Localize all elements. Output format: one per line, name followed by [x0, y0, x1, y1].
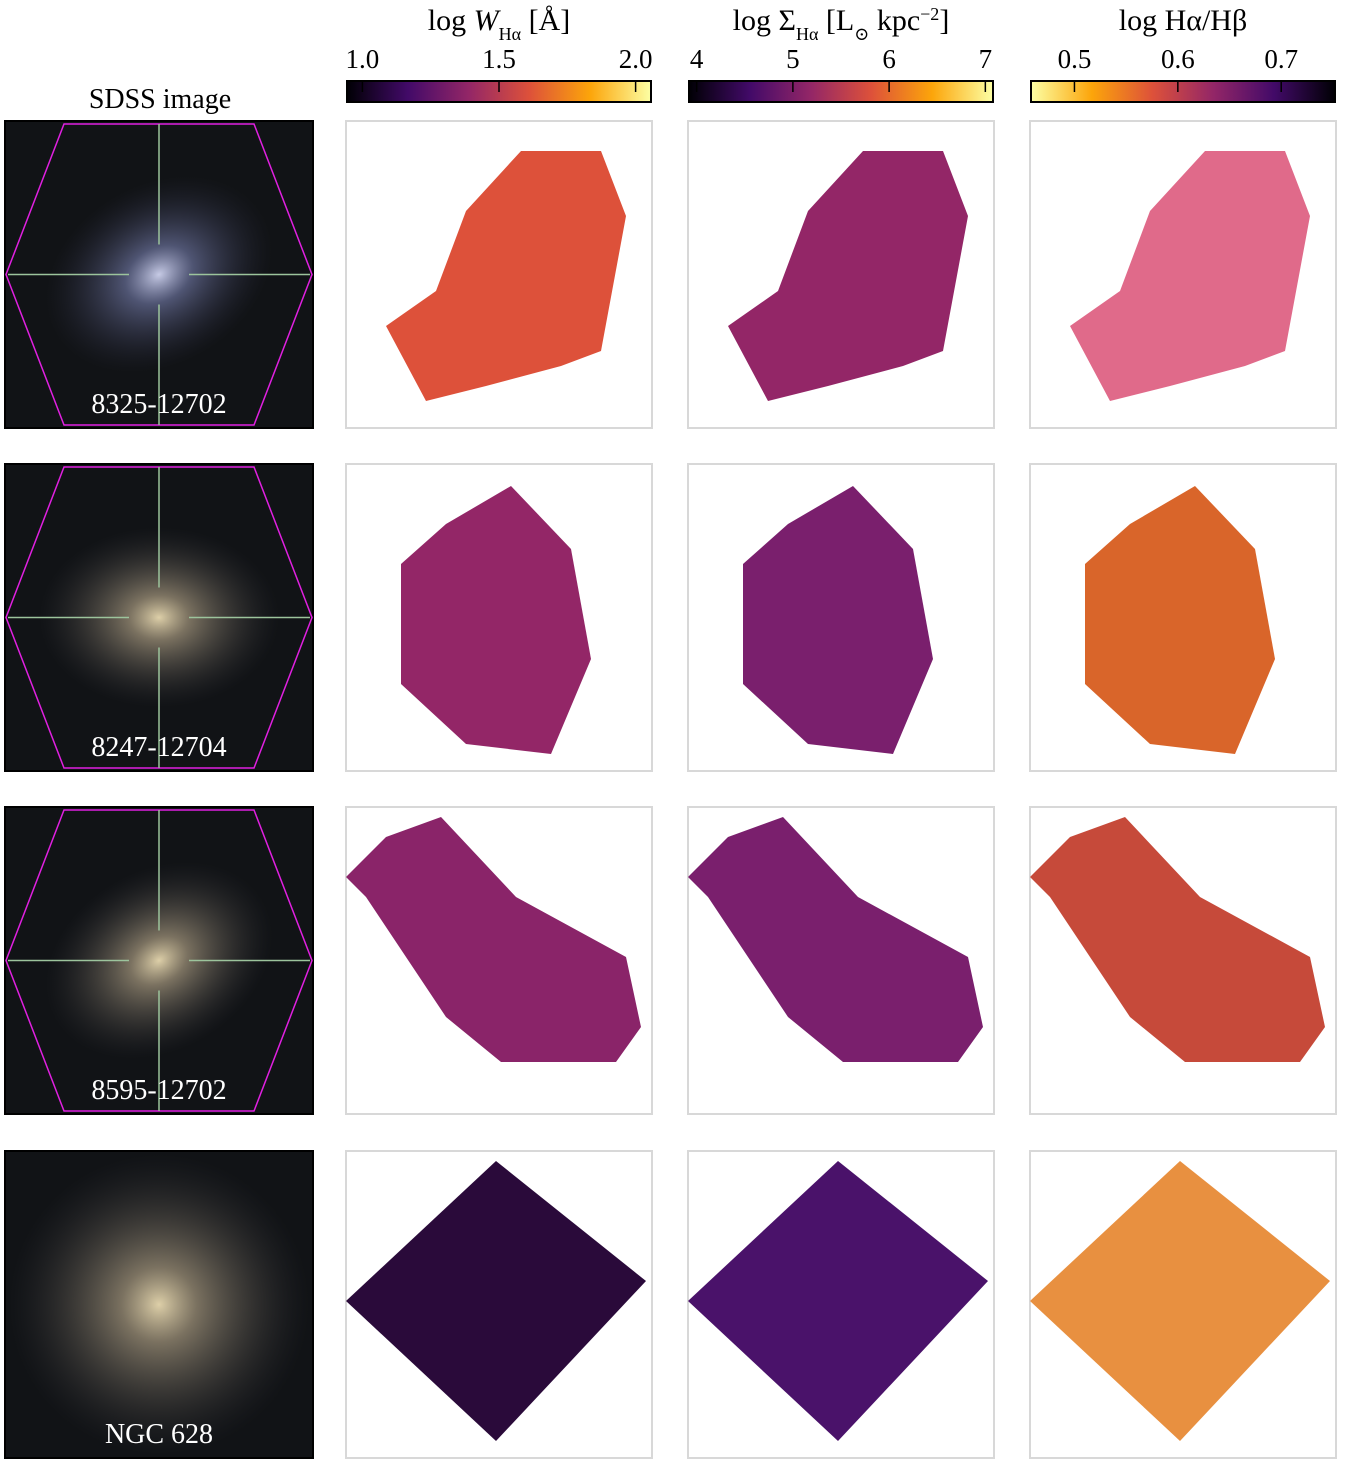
map-region	[401, 486, 591, 754]
colorbar-title-part: log Σ	[733, 4, 796, 37]
colorbar-title-part: log Hα/Hβ	[1119, 4, 1247, 37]
colorbar-title-part: kpc	[869, 4, 920, 37]
colorbar-tick-label: 0.5	[1058, 44, 1092, 74]
colorbar-title-part: −2	[920, 4, 939, 24]
map-region	[1070, 151, 1310, 401]
colorbar-tick-label: 4	[690, 44, 704, 74]
galaxy-label: NGC 628	[105, 1419, 213, 1450]
map-region	[386, 151, 626, 401]
colorbar-title-part: Hα	[796, 24, 819, 44]
ifu-footprint	[5, 466, 313, 769]
colorbar-title-part: ⊙	[854, 24, 869, 44]
galaxy-glow	[45, 862, 273, 1059]
galaxy-label: 8325-12702	[91, 389, 226, 420]
colorbar-title-part: W	[474, 4, 502, 37]
ifu-footprint	[5, 809, 313, 1112]
map-region	[728, 151, 968, 401]
map-region	[346, 817, 641, 1062]
ifu-footprint	[5, 123, 313, 426]
colorbar-title-part: log	[428, 4, 474, 37]
colorbar-tick-label: 0.6	[1161, 44, 1195, 74]
image-column-title: SDSS image	[89, 84, 231, 115]
colorbar-tick-label: 2.0	[619, 44, 653, 74]
map-region	[1030, 1161, 1330, 1441]
colorbar-title: log Hα/Hβ	[1119, 4, 1247, 37]
galaxy-glow	[9, 1154, 309, 1455]
colorbar-title-part: ]	[939, 4, 949, 37]
colorbar-title: log WHα [Å]	[428, 4, 570, 44]
colorbar-tick-label: 7	[979, 44, 993, 74]
colorbar	[1030, 80, 1336, 103]
colorbar-tick-label: 5	[786, 44, 800, 74]
map-region	[743, 486, 933, 754]
map-region	[688, 817, 983, 1062]
colorbar-tick-label: 0.7	[1264, 44, 1298, 74]
galaxy-label: 8247-12704	[91, 732, 226, 763]
colorbar-tick-label: 1.5	[482, 44, 516, 74]
crosshair	[8, 124, 310, 425]
colorbar-title-part: [L	[818, 4, 854, 37]
colorbar-title: log ΣHα [L⊙ kpc−2]	[733, 4, 950, 44]
galaxy-label: 8595-12702	[91, 1075, 226, 1106]
map-region	[688, 1161, 988, 1441]
colorbar	[688, 80, 994, 103]
colorbar-tick-label: 1.0	[346, 44, 380, 74]
map-region	[1085, 486, 1275, 754]
colorbar-title-part: [Å]	[521, 4, 570, 37]
crosshair	[8, 810, 310, 1111]
galaxy-glow	[45, 176, 273, 373]
colorbar-tick-label: 6	[882, 44, 896, 74]
crosshair	[8, 467, 310, 768]
galaxy-glow	[39, 527, 279, 708]
map-region	[346, 1161, 646, 1441]
map-region	[1030, 817, 1325, 1062]
colorbar-title-part: Hα	[499, 24, 522, 44]
